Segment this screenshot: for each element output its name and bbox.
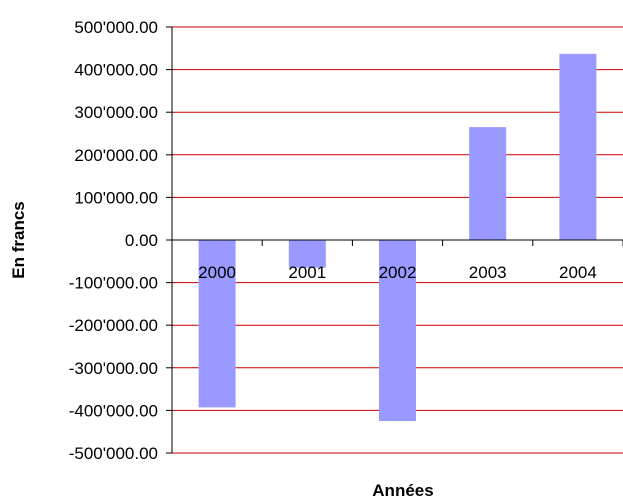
x-tick-label: 2003 <box>469 263 507 282</box>
y-tick-label: -500'000.00 <box>69 444 158 463</box>
y-tick-label: -100'000.00 <box>69 274 158 293</box>
y-tick-label: 0.00 <box>125 231 158 250</box>
x-axis-title: Années <box>372 481 433 500</box>
bar <box>379 240 416 422</box>
x-tick-label: 2004 <box>559 263 597 282</box>
y-axis-title: En francs <box>9 201 28 278</box>
bars <box>198 53 597 422</box>
y-tick-label: 500'000.00 <box>74 18 158 37</box>
y-tick-label: -400'000.00 <box>69 401 158 420</box>
bar <box>198 240 236 408</box>
bar <box>469 127 507 240</box>
y-tick-label: 300'000.00 <box>74 103 158 122</box>
x-tick-label: 2002 <box>379 263 417 282</box>
y-tick-label: -300'000.00 <box>69 359 158 378</box>
x-tick-labels: 2000 2001 2002 2003 2004 <box>198 263 597 282</box>
y-tick-label: 100'000.00 <box>74 188 158 207</box>
y-tick-labels: 500'000.00 400'000.00 300'000.00 200'000.00… <box>69 18 158 463</box>
bar <box>559 53 597 241</box>
bar <box>288 240 326 268</box>
x-tick-label: 2001 <box>288 263 326 282</box>
x-tick-label: 2000 <box>198 263 236 282</box>
y-tick-label: 200'000.00 <box>74 146 158 165</box>
y-tick-label: -200'000.00 <box>69 316 158 335</box>
axes <box>166 26 623 454</box>
y-tick-label: 400'000.00 <box>74 61 158 80</box>
